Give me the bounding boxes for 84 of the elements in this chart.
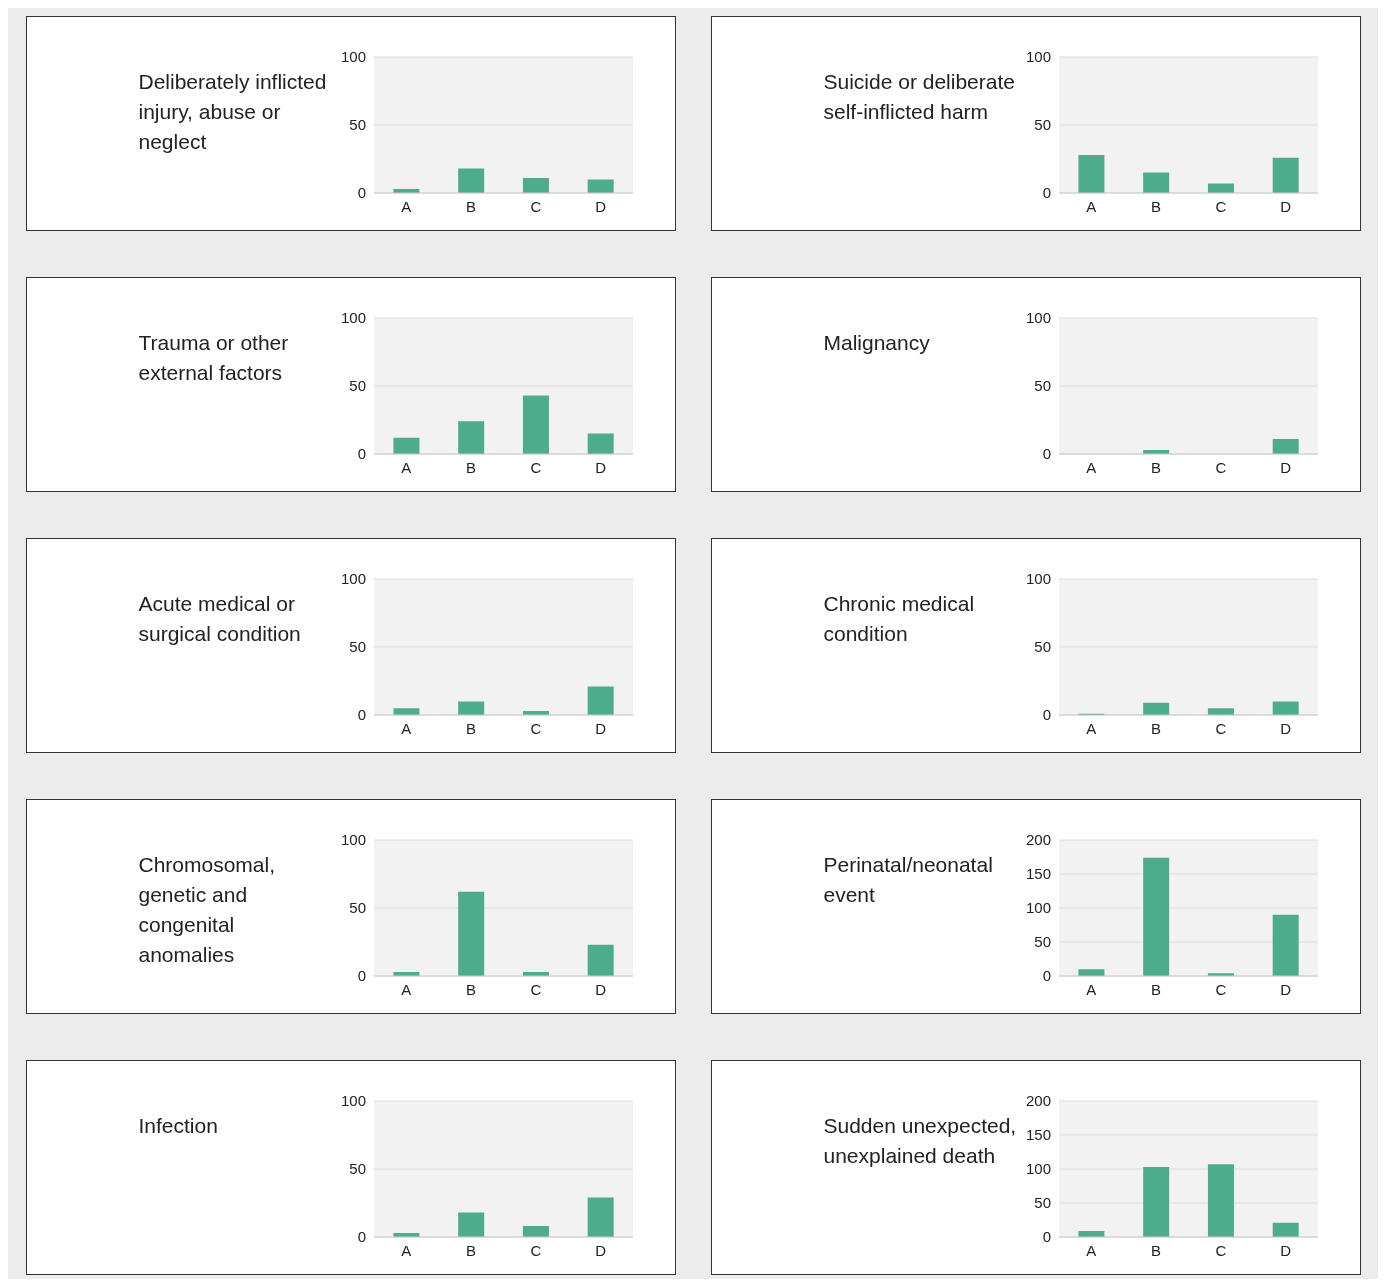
y-tick-label: 50 [348, 899, 366, 917]
text: Trauma or other external factors [138, 330, 290, 386]
x-tick-label: D [594, 1241, 606, 1259]
x-tick-label: C [1214, 719, 1226, 737]
x-tick-label: A [1085, 1241, 1096, 1259]
x-tick-label: D [1279, 197, 1291, 215]
x-tick-label: C [1214, 458, 1226, 476]
y-tick-label: 50 [1033, 638, 1051, 656]
y-tick-label: 0 [1042, 445, 1051, 463]
x-tick-label: A [400, 197, 411, 215]
x-tick-label: B [1150, 719, 1161, 737]
y-tick-label: 0 [357, 706, 366, 724]
x-tick-label: C [1214, 197, 1226, 215]
x-tick-label: A [1085, 197, 1096, 215]
x-tick-label: B [465, 719, 476, 737]
y-tick-label: 200 [1025, 831, 1051, 849]
x-tick-label: D [1279, 719, 1291, 737]
y-tick-label: 150 [1025, 1126, 1051, 1144]
x-tick-label: B [465, 197, 476, 215]
x-tick-label: C [529, 197, 541, 215]
x-tick-label: C [1214, 980, 1226, 998]
y-tick-label: 150 [1025, 865, 1051, 883]
y-tick-label: 100 [340, 1092, 366, 1110]
y-tick-label: 0 [1042, 967, 1051, 985]
x-tick-label: B [465, 1241, 476, 1259]
x-tick-label: D [1279, 458, 1291, 476]
y-tick-label: 0 [357, 184, 366, 202]
y-tick-label: 0 [1042, 1228, 1051, 1246]
y-tick-label: 0 [357, 967, 366, 985]
y-tick-label: 100 [340, 570, 366, 588]
y-tick-label: 50 [348, 638, 366, 656]
text: Chronic medical condition [823, 591, 976, 647]
text: Chromosomal, genetic and congenital anomalies [138, 852, 277, 968]
y-tick-label: 0 [357, 1228, 366, 1246]
y-tick-label: 100 [1025, 570, 1051, 588]
x-tick-label: B [1150, 980, 1161, 998]
x-tick-label: D [594, 980, 606, 998]
x-tick-label: A [1085, 458, 1096, 476]
y-tick-label: 50 [1033, 377, 1051, 395]
y-tick-label: 100 [1025, 48, 1051, 66]
x-tick-label: A [400, 980, 411, 998]
x-tick-label: D [594, 197, 606, 215]
y-tick-label: 0 [1042, 706, 1051, 724]
x-tick-label: D [1279, 980, 1291, 998]
x-tick-label: C [529, 980, 541, 998]
y-tick-label: 50 [348, 116, 366, 134]
y-tick-label: 50 [348, 1160, 366, 1178]
x-tick-label: C [529, 458, 541, 476]
y-tick-label: 50 [348, 377, 366, 395]
x-tick-label: A [400, 719, 411, 737]
y-tick-label: 100 [1025, 309, 1051, 327]
y-tick-label: 50 [1033, 1194, 1051, 1212]
x-tick-label: B [1150, 1241, 1161, 1259]
x-tick-label: D [1279, 1241, 1291, 1259]
y-tick-label: 100 [340, 48, 366, 66]
x-tick-label: A [400, 1241, 411, 1259]
y-tick-label: 100 [1025, 1160, 1051, 1178]
text: Infection [138, 1113, 219, 1139]
y-tick-label: 100 [1025, 899, 1051, 917]
x-tick-label: B [1150, 458, 1161, 476]
x-tick-label: B [1150, 197, 1161, 215]
y-tick-label: 0 [357, 445, 366, 463]
x-tick-label: B [465, 458, 476, 476]
text: Suicide or deliberate self-inflicted harm [823, 69, 1016, 125]
y-tick-label: 0 [1042, 184, 1051, 202]
y-tick-label: 50 [1033, 116, 1051, 134]
y-tick-label: 50 [1033, 933, 1051, 951]
text: Acute medical or surgical condition [138, 591, 302, 647]
x-tick-label: C [529, 719, 541, 737]
y-tick-label: 200 [1025, 1092, 1051, 1110]
text: Sudden unexpected, unexplained death [823, 1113, 1018, 1169]
y-tick-label: 100 [340, 309, 366, 327]
x-tick-label: D [594, 719, 606, 737]
text: Perinatal/neonatal event [823, 852, 994, 908]
text: Malignancy [823, 330, 931, 356]
x-tick-label: B [465, 980, 476, 998]
x-tick-label: C [529, 1241, 541, 1259]
x-tick-label: A [1085, 719, 1096, 737]
y-tick-label: 100 [340, 831, 366, 849]
x-tick-label: A [1085, 980, 1096, 998]
text: Deliberately inflicted injury, abuse or neglect [138, 69, 328, 155]
x-tick-label: D [594, 458, 606, 476]
x-tick-label: C [1214, 1241, 1226, 1259]
x-tick-label: A [400, 458, 411, 476]
